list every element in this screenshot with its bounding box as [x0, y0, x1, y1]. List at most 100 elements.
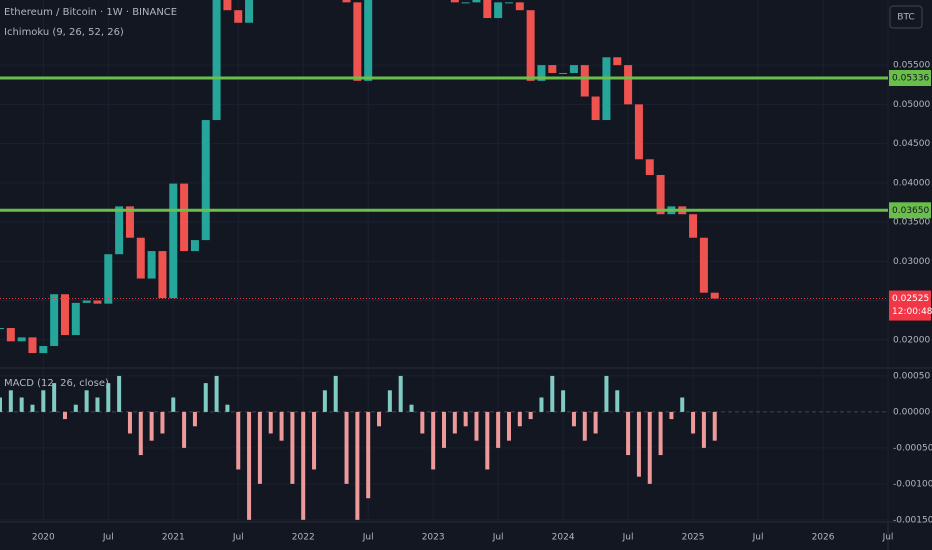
x-tick-label: Jul — [232, 533, 244, 543]
y-tick-label: 0.05500 — [893, 61, 930, 71]
x-tick-label: 2020 — [32, 533, 55, 543]
macd-bar — [701, 411, 706, 448]
macd-bar — [73, 404, 78, 412]
macd-bar — [355, 411, 360, 520]
macd-bar — [95, 397, 100, 412]
macd-bar — [582, 411, 587, 441]
x-tick-label: 2026 — [812, 533, 835, 543]
candle — [212, 0, 221, 121]
macd-bar — [506, 411, 511, 441]
y-tick-label: 0.03000 — [893, 257, 930, 267]
candle — [39, 346, 48, 354]
candle — [710, 292, 719, 299]
macd-bar — [485, 411, 490, 470]
x-tick-label: Jul — [102, 533, 114, 543]
macd-bar — [257, 411, 262, 484]
macd-bar — [550, 375, 555, 412]
macd-bar — [398, 375, 403, 412]
macd-tick-label: -0.00150 — [893, 515, 932, 525]
candle — [364, 0, 373, 81]
macd-bar — [192, 411, 197, 427]
macd-bar — [658, 411, 663, 456]
x-tick-label: 2021 — [162, 533, 185, 543]
candle — [613, 57, 622, 66]
y-tick-label: 0.02000 — [893, 335, 930, 345]
macd-bar — [409, 404, 414, 412]
macd-bar — [669, 411, 674, 420]
x-tick-label: 2023 — [422, 533, 445, 543]
candle — [504, 2, 513, 4]
candle — [136, 237, 145, 279]
macd-bar — [160, 411, 165, 434]
indicator-label: Ichimoku (9, 26, 52, 26) — [4, 27, 124, 38]
macd-bar — [127, 411, 132, 434]
candle — [180, 183, 189, 252]
macd-bar — [604, 375, 609, 412]
macd-bar — [52, 383, 57, 412]
candle — [169, 183, 178, 299]
macd-bar — [344, 411, 349, 484]
y-tick-label: 0.05000 — [893, 100, 930, 110]
macd-bar — [41, 390, 46, 412]
candle — [689, 214, 698, 238]
candle — [342, 0, 351, 3]
candle — [245, 0, 254, 23]
macd-bar — [442, 411, 446, 448]
hline-label-box — [889, 69, 931, 86]
macd-bar — [182, 411, 187, 448]
macd-bar — [322, 390, 327, 412]
candle — [624, 65, 633, 105]
macd-bar — [571, 411, 576, 427]
candle — [450, 0, 459, 3]
currency-box[interactable] — [889, 5, 923, 29]
macd-bar — [463, 411, 468, 427]
candle — [494, 2, 503, 19]
macd-bar — [0, 397, 2, 412]
candle — [223, 0, 232, 11]
macd-bar — [539, 397, 544, 412]
hline-label: 0.05336 — [892, 73, 929, 83]
macd-bar — [680, 397, 685, 412]
macd-bar — [149, 411, 154, 441]
currency[interactable]: BTC — [897, 13, 914, 23]
x-tick-label: Jul — [622, 533, 634, 543]
candle — [28, 337, 37, 354]
x-tick-label: 2025 — [682, 533, 705, 543]
macd-bar — [366, 411, 371, 499]
macd-tick-label: 0.00050 — [893, 371, 930, 381]
candle — [0, 327, 4, 329]
candle — [190, 240, 199, 252]
candle — [699, 237, 708, 293]
x-tick-label: Jul — [362, 533, 374, 543]
candle — [580, 65, 589, 97]
x-tick-label: Jul — [752, 533, 764, 543]
candle — [548, 65, 557, 73]
macd-bar — [247, 411, 252, 520]
macd-bar — [84, 390, 89, 412]
macd-bar — [117, 375, 122, 412]
macd-bar — [528, 411, 533, 420]
candle — [158, 251, 167, 299]
y-tick-label: 0.03500 — [893, 218, 930, 228]
candle — [559, 72, 568, 74]
macd-bar — [312, 411, 317, 470]
macd-bar — [561, 390, 566, 412]
macd-bar — [30, 404, 35, 412]
candle — [537, 65, 546, 81]
y-tick-label: 0.04500 — [893, 139, 930, 149]
countdown-label: 12:00:48 — [892, 307, 932, 317]
macd-bar — [387, 390, 392, 412]
candle — [71, 302, 80, 336]
candle — [50, 294, 59, 347]
candle — [201, 120, 210, 241]
macd-bar — [636, 411, 641, 477]
candle — [93, 300, 102, 304]
macd-bar — [138, 411, 143, 456]
macd-tick-label: -0.00100 — [893, 479, 932, 489]
candle — [602, 57, 611, 121]
chart-title: Ethereum / Bitcoin · 1W · BINANCE — [4, 7, 177, 18]
macd-bar — [279, 411, 284, 441]
candle — [526, 10, 535, 81]
macd-label: MACD (12, 26, close) — [4, 378, 109, 389]
